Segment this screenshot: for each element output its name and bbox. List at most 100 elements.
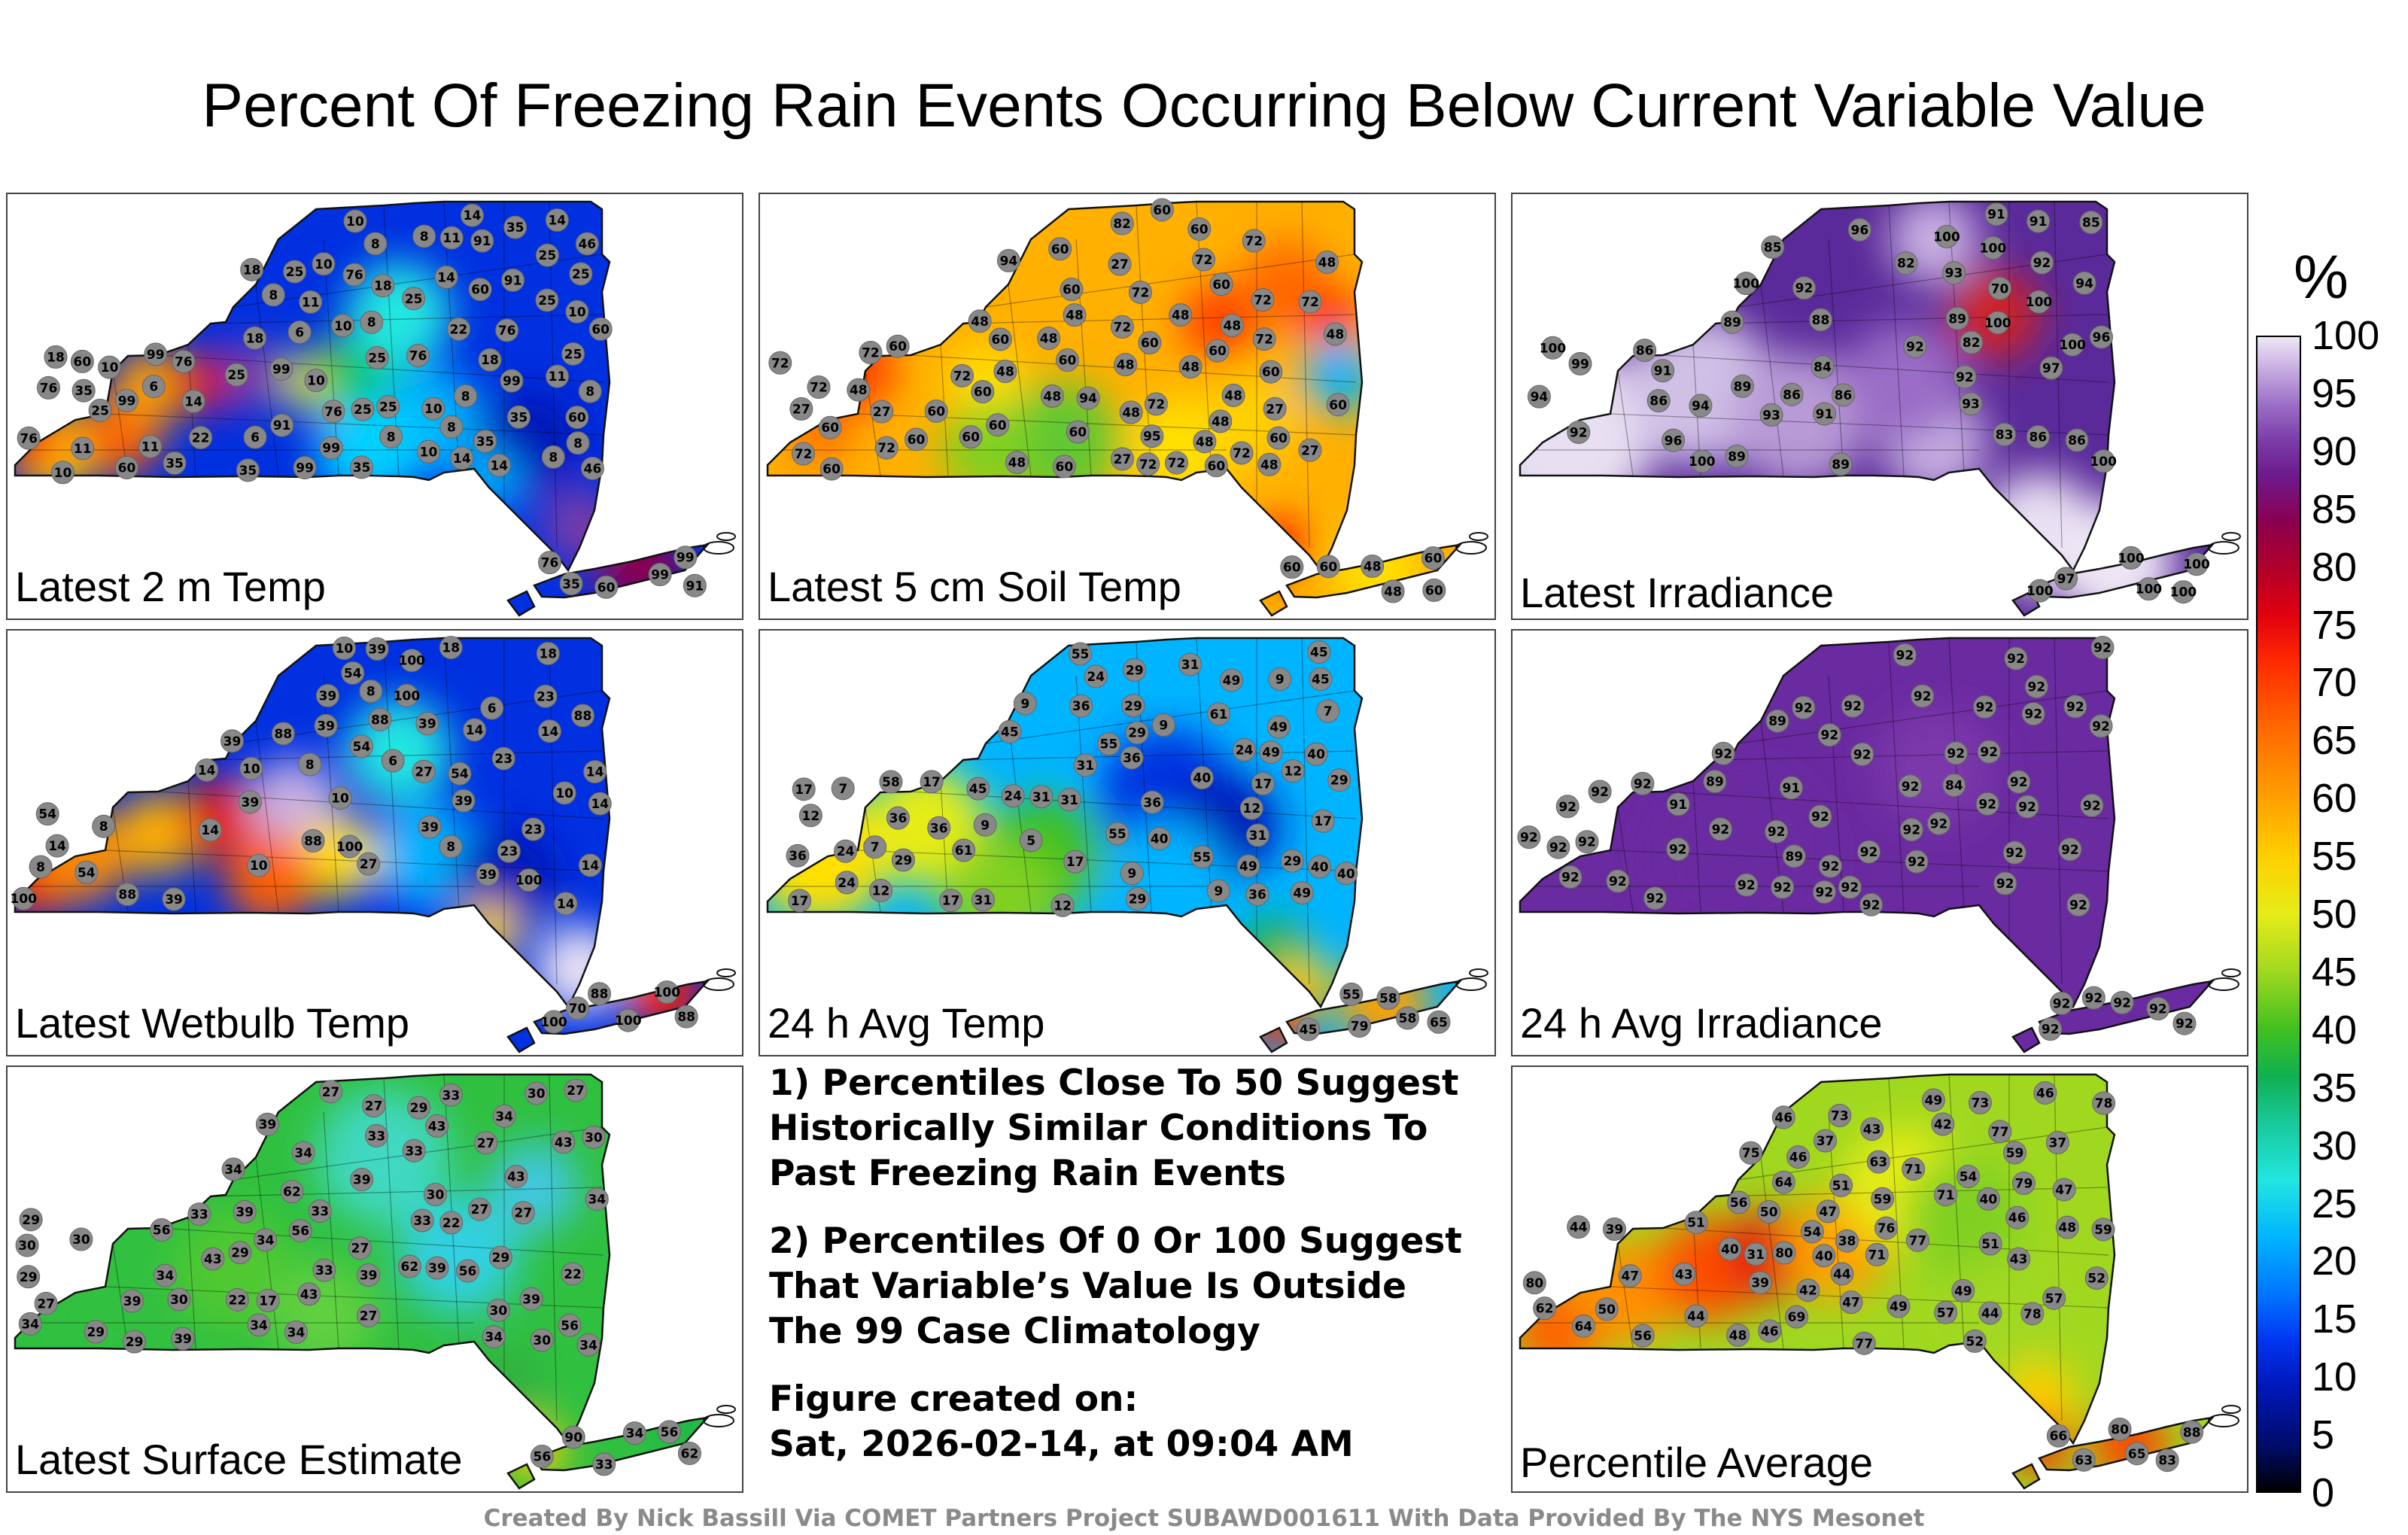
state-outline [1285,543,1463,599]
station-value: 48 [1729,1328,1747,1343]
station-marker: 92 [1643,886,1668,910]
county-line [962,750,1355,761]
station-value: 92 [2053,996,2071,1011]
station-value: 17 [1314,814,1332,829]
station-value: 25 [91,403,109,418]
station-marker: 80 [1522,1271,1546,1295]
station-marker: 85 [2079,211,2103,235]
station-value: 92 [1902,780,1920,795]
station-value: 100 [2026,295,2053,310]
station-value: 34 [250,1318,268,1333]
station-marker: 8 [298,752,322,777]
station-marker: 30 [15,1233,39,1257]
station-value: 14 [464,208,482,223]
station-value: 70 [569,1002,587,1017]
county-line [1828,239,1844,476]
station-marker: 11 [71,436,95,460]
station-marker: 35 [71,378,96,403]
panel-latest-5cm-soil-temp: 60 60 60 60 27 72 72 48 72 95 60 72 94 48 82 60 72 72 72 48… [759,193,1496,620]
station-marker: 48 [1040,384,1064,408]
station-marker: 47 [1618,1264,1642,1288]
station-value: 10 [307,374,325,389]
station-marker: 92 [1812,880,1836,904]
station-value: 10 [54,466,72,481]
station-marker: 14 [578,853,602,877]
station-marker: 61 [952,838,976,862]
station-value: 88 [591,987,609,1002]
station-value: 27 [1111,257,1129,272]
station-value: 44 [1833,1267,1851,1282]
station-marker: 48 [1381,579,1405,603]
station-marker: 27 [348,1236,372,1260]
station-value: 33 [405,1144,423,1159]
station-marker: 56 [1631,1324,1655,1348]
station-marker: 96 [2089,325,2113,349]
station-marker: 39 [1602,1217,1626,1241]
station-marker: 72 [792,442,816,466]
station-marker: 92 [2058,837,2082,862]
station-marker: 92 [2007,770,2031,794]
panel-latest-surface-estimate: 33 29 27 33 27 30 27 39 34 34 22 27 27 17 39 30 27 27 22 34… [6,1065,743,1493]
station-value: 60 [1153,203,1171,218]
station-marker: 100 [2026,290,2053,314]
station-marker: 56 [1727,1190,1751,1214]
station-value: 39 [174,1332,192,1347]
station-value: 50 [1598,1302,1616,1318]
station-marker: 43 [504,1165,528,1189]
station-marker: 60 [905,427,929,451]
station-marker: 8 [360,310,384,334]
station-marker: 91 [470,229,494,253]
note-line: 2) Percentiles Of 0 Or 100 Suggest [769,1220,1462,1262]
station-value: 92 [1816,885,1834,900]
station-marker: 72 [874,436,898,460]
station-marker: 39 [476,862,500,886]
station-marker: 73 [1968,1091,1992,1115]
station-marker: 92 [2066,893,2090,917]
station-value: 18 [374,279,392,294]
station-marker: 96 [1662,428,1686,452]
colorbar-tick: 25 [2312,1181,2358,1226]
station-value: 93 [1962,397,1980,412]
station-value: 12 [1243,801,1261,816]
station-value: 86 [1636,344,1654,359]
station-marker: 92 [2004,646,2028,670]
station-value: 92 [2042,1023,2060,1038]
station-value: 7 [1324,704,1333,719]
station-value: 92 [2024,707,2042,722]
station-marker: 48 [1114,353,1138,377]
station-marker: 39 [425,1256,449,1280]
station-marker: 92 [1899,774,1923,798]
station-marker: 24 [1084,664,1108,688]
station-value: 25 [354,403,372,418]
station-value: 43 [428,1119,446,1134]
station-marker: 88 [368,707,392,731]
station-marker: 48 [1178,355,1202,379]
station-marker: 39 [315,684,339,708]
station-value: 43 [300,1287,318,1302]
station-value: 36 [789,849,807,864]
station-marker: 48 [847,378,871,402]
station-marker: 33 [402,1138,426,1163]
station-value: 60 [1425,583,1443,598]
station-marker: 6 [287,320,312,344]
station-marker: 60 [1259,360,1283,384]
station-marker: 8 [92,814,116,838]
station-value: 97 [2042,361,2060,376]
state-outline [14,200,611,573]
station-value: 11 [141,439,160,454]
station-value: 48 [850,383,868,398]
station-marker: 60 [565,406,589,430]
station-marker: 92 [1972,695,1996,719]
island-outline [1469,532,1488,541]
station-marker: 40 [1976,1187,2000,1211]
island-outline [2208,977,2239,991]
station-marker: 35 [473,429,497,453]
station-marker: 78 [2092,1091,2116,1115]
station-marker: 62 [280,1180,304,1204]
station-marker: 10 [416,439,440,464]
station-value: 92 [2113,995,2131,1011]
station-value: 37 [1817,1134,1835,1149]
station-value: 100 [1980,241,2007,256]
station-value: 92 [1980,745,1998,760]
station-marker: 42 [1931,1112,1955,1136]
